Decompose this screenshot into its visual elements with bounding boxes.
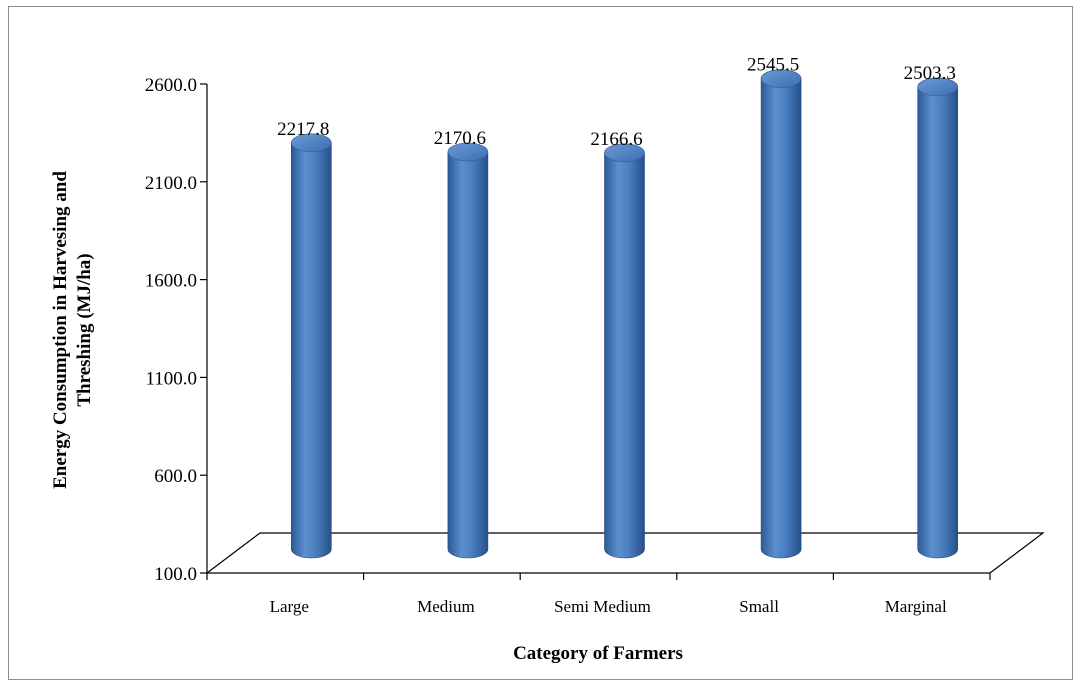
x-tick-label: Medium <box>417 597 475 616</box>
x-tick-label: Semi Medium <box>554 597 651 616</box>
data-label: 2545.5 <box>747 55 799 76</box>
x-axis-title: Category of Farmers <box>513 643 683 664</box>
y-tick-label: 1100.0 <box>145 368 197 389</box>
y-tick-label: 1600.0 <box>145 271 197 292</box>
bar-medium <box>448 143 488 558</box>
bar-body <box>918 87 958 558</box>
data-label: 2217.8 <box>277 119 329 140</box>
x-tick-label: Small <box>739 597 779 616</box>
y-axis: 100.0 600.0 1100.0 1600.0 2100.0 2600.0 <box>145 75 990 585</box>
bar-large <box>291 134 331 558</box>
y-tick-label: 2600.0 <box>145 75 197 96</box>
data-label: 2170.6 <box>434 128 486 149</box>
y-axis-title-line-2: Threshing (MJ/ha) <box>74 253 95 406</box>
x-tick-label: Large <box>270 597 309 616</box>
y-tick-label: 600.0 <box>154 466 197 487</box>
x-tick-label: Marginal <box>885 597 947 616</box>
bar-body <box>605 153 645 558</box>
bar-marginal <box>918 78 958 558</box>
y-tick-label: 2100.0 <box>145 173 197 194</box>
bar-body <box>448 152 488 558</box>
bar-small <box>761 70 801 558</box>
data-label: 2503.3 <box>904 63 956 84</box>
y-axis-title-line-1: Energy Consumption in Harvesing and <box>50 171 71 489</box>
y-tick-label: 100.0 <box>154 564 197 585</box>
bar-semi-medium <box>605 144 645 558</box>
bar-body <box>761 79 801 558</box>
value-labels: 2217.8 2170.6 2166.6 2545.5 2503.3 <box>277 55 956 150</box>
data-label: 2166.6 <box>590 129 642 150</box>
bar-body <box>291 143 331 558</box>
category-labels: Large Medium Semi Medium Small Marginal <box>270 597 947 616</box>
